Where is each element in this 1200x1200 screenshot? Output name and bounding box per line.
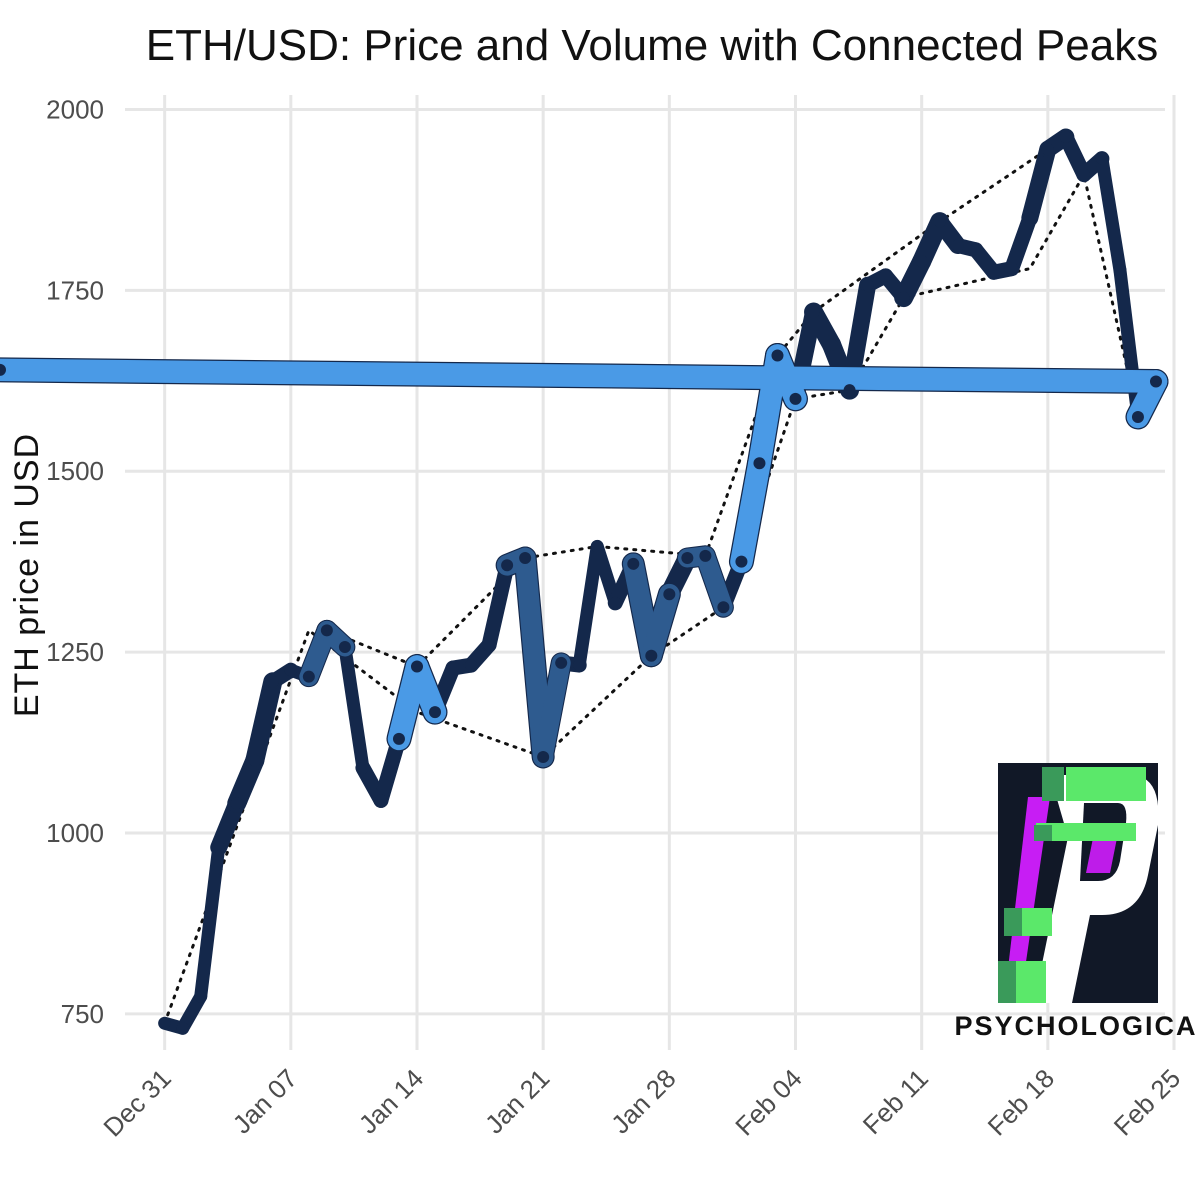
price-point [627, 557, 640, 570]
y-tick-label: 1500 [46, 456, 104, 486]
price-point [1149, 375, 1162, 388]
price-point [987, 266, 1000, 279]
x-tick-label: Jan 07 [227, 1063, 303, 1139]
price-point [1095, 152, 1108, 165]
logo-text: PSYCHOLOGICA [954, 1011, 1197, 1041]
price-point [573, 659, 586, 672]
price-point [1131, 410, 1144, 423]
price-point [302, 670, 315, 683]
price-point [717, 601, 730, 614]
price-segment [245, 672, 283, 771]
price-point [825, 338, 838, 351]
price-point [897, 291, 910, 304]
price-segment [1095, 152, 1127, 277]
price-point [320, 624, 333, 637]
price-point [519, 552, 532, 565]
x-tick-label: Feb 04 [729, 1063, 807, 1141]
y-axis-ticks: 750 1000 1250 1500 1750 2000 [46, 94, 104, 1028]
price-point [410, 660, 423, 673]
price-point [537, 750, 550, 763]
price-point [429, 706, 442, 719]
price-point [194, 990, 207, 1003]
price-point [158, 1017, 171, 1030]
price-point [248, 754, 261, 767]
price-point [284, 664, 297, 677]
price-point [501, 559, 514, 572]
price-point [356, 761, 369, 774]
price-point [951, 239, 964, 252]
psychologica-logo [998, 763, 1159, 1003]
price-point [771, 349, 784, 362]
price-segment [338, 640, 370, 775]
y-tick-label: 1250 [46, 637, 104, 667]
price-point [753, 457, 766, 470]
price-point [230, 797, 243, 810]
price-point [843, 384, 856, 397]
price-point [392, 732, 405, 745]
price-point [663, 588, 676, 601]
price-series [0, 128, 1169, 1035]
price-point [969, 243, 982, 256]
price-segment [194, 840, 226, 1003]
y-tick-label: 1750 [46, 275, 104, 305]
price-point [915, 255, 928, 268]
price-point [483, 638, 496, 651]
price-point [861, 279, 874, 292]
x-tick-label: Dec 31 [97, 1063, 176, 1142]
y-tick-label: 2000 [46, 94, 104, 124]
y-tick-label: 1000 [46, 818, 104, 848]
price-segment [1021, 140, 1057, 227]
high-volume-segment [640, 583, 680, 667]
price-point [807, 306, 820, 319]
high-volume-segment [730, 452, 771, 573]
price-point [1113, 264, 1126, 277]
price-point [176, 1022, 189, 1035]
price-point [447, 662, 460, 674]
price-point [465, 659, 478, 672]
x-tick-label: Feb 11 [857, 1063, 934, 1140]
x-tick-label: Feb 25 [1108, 1063, 1186, 1141]
price-point [555, 656, 568, 669]
price-point [789, 392, 802, 405]
price-point [1023, 211, 1036, 224]
price-point [591, 540, 604, 553]
x-axis-ticks: Dec 31 Jan 07 Jan 14 Jan 21 Jan 28 Feb 04 Feb … [97, 1063, 1186, 1142]
price-point [879, 269, 892, 282]
x-tick-label: Jan 28 [605, 1063, 681, 1139]
price-segment [481, 557, 515, 653]
y-tick-label: 750 [61, 999, 104, 1029]
price-point [1041, 143, 1054, 156]
price-segment [1004, 210, 1038, 277]
price-point [609, 596, 622, 609]
chart-title: ETH/USD: Price and Volume with Connected… [146, 21, 1158, 70]
price-point [1077, 168, 1090, 181]
price-point [645, 649, 658, 662]
price-point [933, 215, 946, 228]
price-point [266, 675, 279, 688]
price-point [212, 841, 225, 854]
price-point [735, 555, 748, 568]
price-point [1005, 262, 1018, 275]
x-tick-label: Feb 18 [982, 1063, 1060, 1141]
price-point [0, 363, 6, 376]
price-point [699, 549, 712, 562]
y-axis-label: ETH price in USD [8, 433, 46, 717]
high-volume-segment [0, 358, 1168, 393]
high-volume-segment [533, 653, 571, 767]
price-point [1059, 130, 1072, 143]
price-point [681, 552, 694, 565]
price-segment [572, 539, 604, 672]
price-point [338, 641, 351, 654]
high-volume-segment [695, 546, 733, 617]
price-point [374, 794, 387, 807]
high-volume-segment [405, 655, 447, 724]
x-tick-label: Jan 14 [353, 1063, 429, 1139]
x-tick-label: Jan 21 [479, 1063, 555, 1139]
upper-peak-line [325, 135, 1068, 669]
